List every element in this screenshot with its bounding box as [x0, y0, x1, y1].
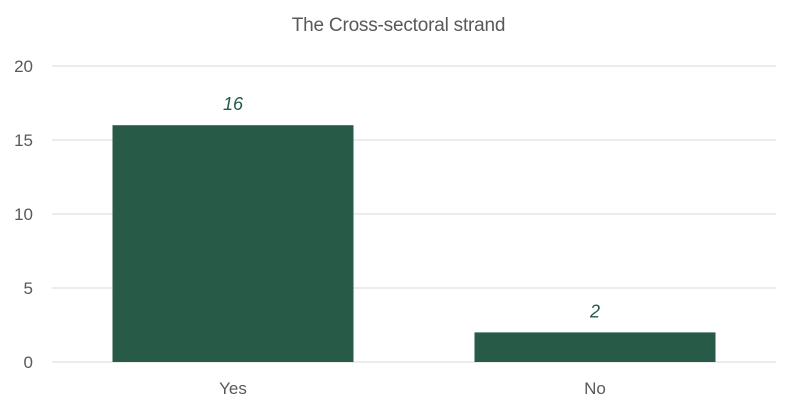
x-axis-categories: Yes No	[219, 379, 606, 398]
x-category-label-no: No	[584, 379, 606, 398]
bars	[112, 125, 716, 362]
y-tick-label-15: 15	[14, 131, 33, 150]
chart-title: The Cross-sectoral strand	[291, 15, 506, 36]
x-category-label-yes: Yes	[219, 379, 247, 398]
data-labels: 16 2	[223, 94, 600, 321]
y-tick-label-20: 20	[14, 57, 33, 76]
data-label-yes: 16	[223, 94, 244, 114]
y-tick-label-0: 0	[24, 353, 33, 372]
y-tick-label-10: 10	[14, 205, 33, 224]
y-axis-ticks: 0 5 10 15 20	[14, 57, 33, 372]
y-tick-label-5: 5	[24, 279, 33, 298]
bar-no	[474, 332, 716, 362]
bar-yes	[112, 125, 354, 362]
data-label-no: 2	[589, 301, 600, 321]
